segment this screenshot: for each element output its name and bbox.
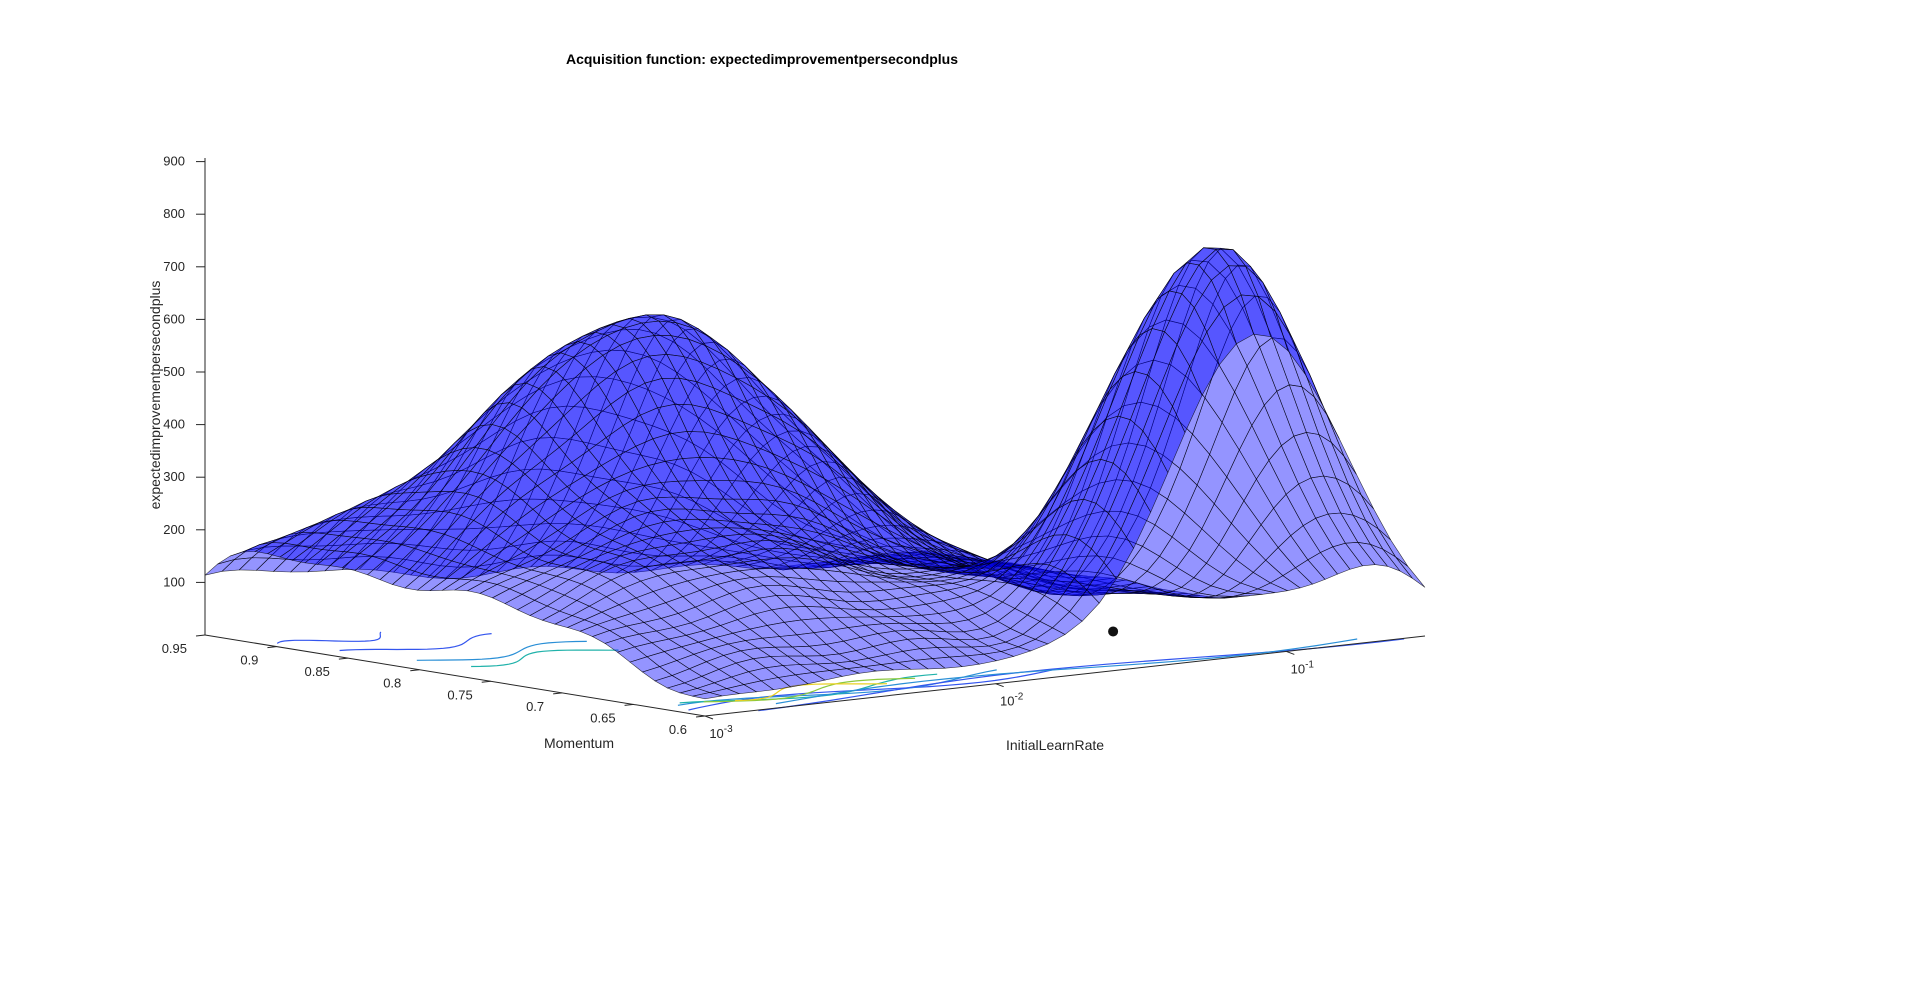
y-tick-mark <box>695 715 706 718</box>
x-tick-mark <box>1286 650 1295 655</box>
y-tick-label: 0.8 <box>383 676 401 691</box>
x-tick-mark <box>995 683 1004 688</box>
y-tick-mark <box>624 703 634 706</box>
y-tick-label: 0.9 <box>240 653 258 668</box>
y-tick-label: 0.85 <box>305 664 330 679</box>
y-tick-mark <box>195 634 206 637</box>
y-axis-label: Momentum <box>544 735 614 751</box>
contour-line <box>775 638 1358 705</box>
z-axis-ticks: 100 200 300 400 500 600 700 800 900 <box>163 154 205 589</box>
y-tick-mark <box>267 646 277 649</box>
y-tick-label: 0.65 <box>590 710 615 725</box>
x-axis-label: InitialLearnRate <box>1006 737 1104 753</box>
y-axis-line <box>204 634 706 717</box>
x-axis-ticks: 10-3 10-2 10-1 <box>704 650 1315 741</box>
y-tick-label: 0.7 <box>526 699 544 714</box>
y-tick-label: 0.6 <box>669 722 687 737</box>
surface-face <box>1395 556 1426 588</box>
z-axis-label: expectedimprovementpersecondplus <box>147 281 163 510</box>
contour-line <box>276 631 382 644</box>
contour-line <box>758 638 1405 712</box>
z-tick-label: 400 <box>163 417 185 432</box>
y-tick-mark <box>481 680 491 683</box>
chart-title: Acquisition function: expectedimprovemen… <box>566 51 958 67</box>
x-tick-label: 10-1 <box>1291 659 1315 676</box>
z-tick-label: 600 <box>163 311 185 326</box>
y-tick-mark <box>553 692 563 695</box>
x-tick-mark <box>704 715 714 720</box>
surface-face <box>692 692 723 700</box>
z-tick-label: 300 <box>163 469 185 484</box>
best-point-marker-layer <box>1108 626 1119 637</box>
contour-line <box>703 677 916 703</box>
contour-line <box>416 640 587 661</box>
z-tick-label: 700 <box>163 259 185 274</box>
y-tick-mark <box>338 657 348 660</box>
z-tick-label: 900 <box>163 154 185 169</box>
x-axis-line <box>704 635 1426 717</box>
x-tick-label: 10-3 <box>709 724 733 741</box>
z-tick-label: 100 <box>163 574 185 589</box>
y-tick-mark <box>410 669 420 672</box>
y-tick-label: 0.95 <box>162 641 187 656</box>
z-tick-label: 800 <box>163 206 185 221</box>
z-tick-label: 200 <box>163 522 185 537</box>
contour-line <box>339 633 492 652</box>
contour-line <box>471 649 619 668</box>
contour-line <box>677 669 997 706</box>
z-tick-label: 500 <box>163 364 185 379</box>
y-tick-label: 0.75 <box>447 687 472 702</box>
surface-mesh <box>204 247 1426 700</box>
best-point-marker <box>1108 626 1119 637</box>
y-axis-ticks: 0.95 0.9 0.85 0.8 0.75 0.7 0.65 0.6 <box>162 634 706 737</box>
x-tick-label: 10-2 <box>1000 692 1024 709</box>
